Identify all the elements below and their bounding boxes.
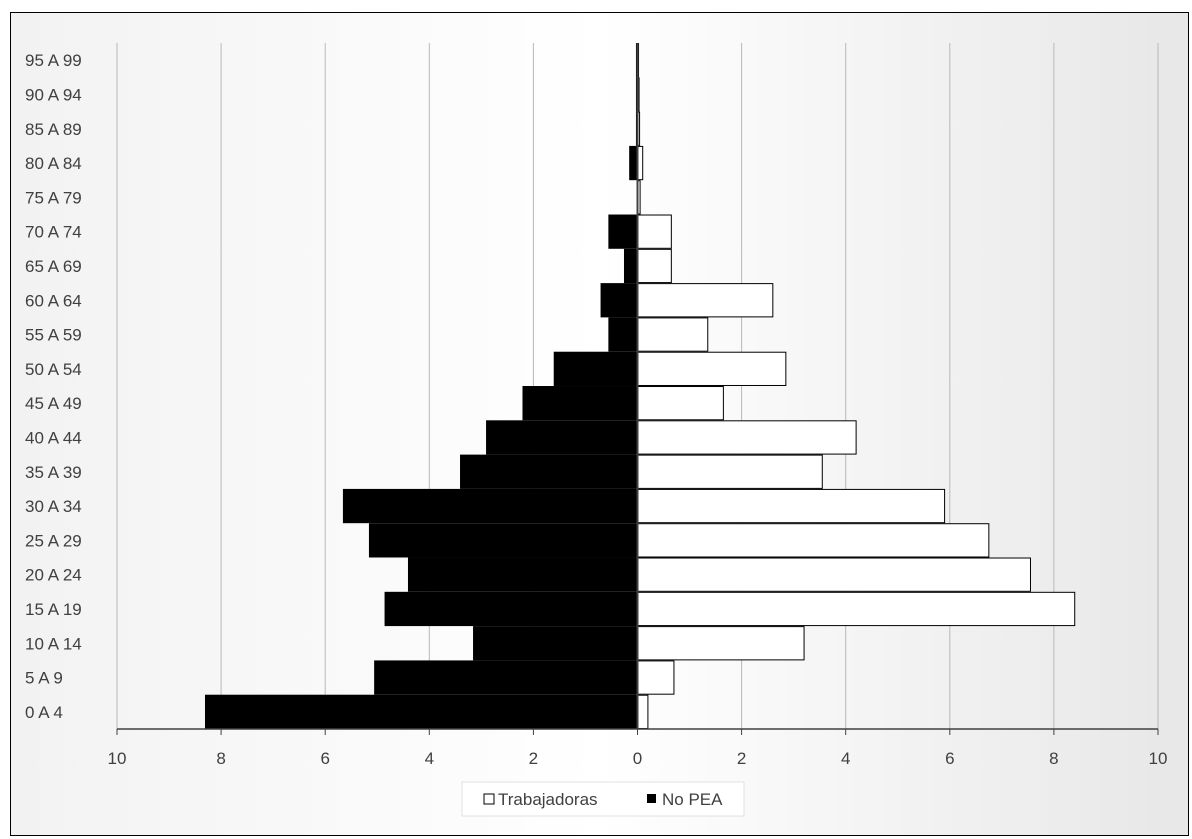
x-tick-label: 2: [737, 749, 746, 768]
y-tick-label: 80 A 84: [25, 154, 82, 173]
y-tick-label: 40 A 44: [25, 428, 82, 447]
y-tick-label: 55 A 59: [25, 326, 82, 345]
y-tick-label: 75 A 79: [25, 188, 82, 207]
x-tick-label: 4: [425, 749, 434, 768]
y-tick-label: 5 A 9: [25, 669, 63, 688]
y-tick-label: 20 A 24: [25, 566, 82, 585]
y-tick-label: 25 A 29: [25, 531, 82, 550]
legend-label-trabajadoras: Trabajadoras: [498, 790, 598, 809]
axes: [116, 43, 1159, 735]
y-tick-label: 30 A 34: [25, 497, 82, 516]
bar-no-pea: [374, 660, 638, 695]
legend-swatch-trabajadoras: [483, 793, 495, 805]
bar-no-pea: [553, 351, 638, 386]
y-tick-label: 70 A 74: [25, 223, 82, 242]
x-tick-label: 8: [216, 749, 225, 768]
y-tick-label: 90 A 94: [25, 85, 82, 104]
tick-labels: 10 8 6 4 2 0 2 4 6 8 10 0 A 4 5 A 9 10 A 14 15 A 19 20 …: [25, 51, 1167, 768]
x-tick-label: 10: [108, 749, 127, 768]
y-tick-label: 45 A 49: [25, 394, 82, 413]
bar-no-pea: [204, 694, 639, 729]
bar-trabajadoras: [637, 454, 823, 489]
legend: Trabajadoras No PEA: [461, 781, 745, 817]
bar-no-pea: [384, 591, 638, 627]
bar-trabajadoras: [637, 557, 1031, 592]
x-tick-label: 6: [945, 749, 954, 768]
bar-trabajadoras: [637, 248, 672, 284]
x-tick-label: 2: [529, 749, 538, 768]
y-tick-label: 95 A 99: [25, 51, 82, 70]
bar-trabajadoras: [637, 523, 990, 558]
bar-trabajadoras: [637, 694, 649, 729]
y-tick-label: 35 A 39: [25, 463, 82, 482]
bar-no-pea: [486, 420, 638, 455]
bar-trabajadoras: [637, 386, 724, 421]
bars: [204, 43, 1076, 729]
bar-no-pea: [608, 317, 638, 352]
x-tick-label: 8: [1049, 749, 1058, 768]
y-tick-label: 85 A 89: [25, 120, 82, 139]
bar-trabajadoras: [637, 283, 774, 318]
bar-trabajadoras: [637, 660, 675, 695]
x-tick-label: 0: [633, 749, 642, 768]
bar-no-pea: [368, 523, 638, 558]
bar-trabajadoras: [637, 591, 1076, 627]
bar-trabajadoras: [637, 317, 709, 352]
legend-swatch-no-pea: [647, 794, 656, 803]
y-tick-label: 15 A 19: [25, 600, 82, 619]
x-tick-label: 6: [320, 749, 329, 768]
bar-no-pea: [342, 488, 638, 524]
bar-no-pea: [522, 386, 638, 421]
gridlines: [116, 43, 1159, 729]
bar-no-pea: [608, 214, 638, 249]
bar-trabajadoras: [637, 214, 672, 249]
y-tick-label: 10 A 14: [25, 634, 82, 653]
legend-box: [461, 781, 745, 817]
bar-trabajadoras: [637, 420, 857, 455]
bar-no-pea: [600, 283, 639, 318]
bar-trabajadoras: [637, 626, 805, 661]
y-tick-label: 0 A 4: [25, 703, 63, 722]
y-tick-label: 50 A 54: [25, 360, 82, 379]
y-tick-label: 65 A 69: [25, 257, 82, 276]
x-tick-label: 4: [841, 749, 850, 768]
bar-no-pea: [623, 248, 638, 284]
bar-no-pea: [460, 454, 638, 489]
bar-trabajadoras: [637, 351, 787, 386]
bar-no-pea: [473, 626, 639, 661]
bar-no-pea: [629, 145, 639, 181]
x-tick-label: 10: [1149, 749, 1168, 768]
bar-trabajadoras: [637, 488, 946, 524]
bar-no-pea: [407, 557, 639, 592]
legend-label-no-pea: No PEA: [662, 790, 723, 809]
y-tick-label: 60 A 64: [25, 291, 82, 310]
chart-area: 10 8 6 4 2 0 2 4 6 8 10 0 A 4 5 A 9 10 A 14 15 A 19 20 …: [10, 12, 1189, 836]
population-pyramid-chart: 10 8 6 4 2 0 2 4 6 8 10 0 A 4 5 A 9 10 A 14 15 A 19 20 …: [25, 43, 1167, 817]
